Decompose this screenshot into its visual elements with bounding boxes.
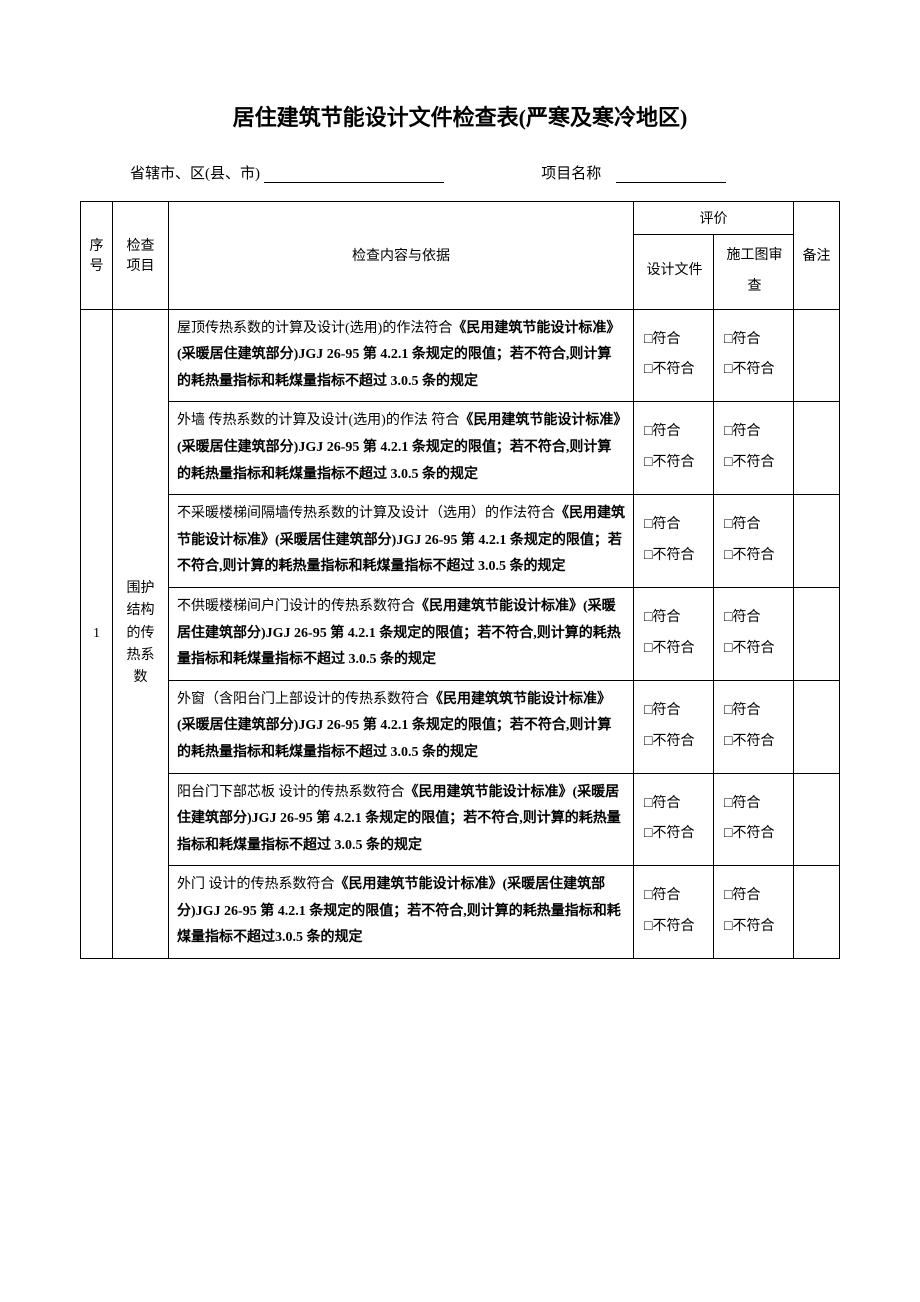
eval-review-cell: □符合□不符合	[714, 773, 794, 866]
eval-review-cell: □符合□不符合	[714, 402, 794, 495]
checkbox-conform[interactable]: □符合	[724, 510, 760, 541]
checkbox-not-conform[interactable]: □不符合	[644, 448, 694, 479]
content-text: 不采暖楼梯间隔墙传热系数的计算及设计（选用）的作法符合	[177, 506, 555, 521]
project-label: 项目名称	[541, 166, 601, 182]
checkbox-not-conform[interactable]: □不符合	[724, 634, 774, 665]
checkbox-not-conform[interactable]: □不符合	[644, 819, 694, 850]
th-eval-review: 施工图审查	[714, 235, 794, 310]
page-title: 居住建筑节能设计文件检查表(严寒及寒冷地区)	[80, 100, 840, 132]
checkbox-conform[interactable]: □符合	[644, 417, 680, 448]
th-eval: 评价	[634, 202, 794, 235]
table-row: 外门 设计的传热系数符合《民用建筑节能设计标准》(采暖居住建筑部分)JGJ 26…	[81, 866, 840, 959]
remark-cell	[794, 866, 840, 959]
checkbox-not-conform[interactable]: □不符合	[724, 355, 774, 386]
region-field[interactable]	[264, 165, 444, 183]
eval-review-cell: □符合□不符合	[714, 680, 794, 773]
remark-cell	[794, 309, 840, 402]
checkbox-conform[interactable]: □符合	[644, 881, 680, 912]
eval-review-cell: □符合□不符合	[714, 309, 794, 402]
checkbox-conform[interactable]: □符合	[724, 325, 760, 356]
content-cell: 屋顶传热系数的计算及设计(选用)的作法符合《民用建筑节能设计标准》(采暖居住建筑…	[169, 309, 634, 402]
content-text: 屋顶传热系数的计算及设计(选用)的作法符合	[177, 321, 452, 336]
checkbox-not-conform[interactable]: □不符合	[644, 355, 694, 386]
content-cell: 外窗（含阳台门上部设计的传热系数符合《民用建筑筑节能设计标准》(采暖居住建筑部分…	[169, 680, 634, 773]
content-text: 外窗（含阳台门上部设计的传热系数符合	[177, 692, 429, 707]
content-text: 阳台门下部芯板 设计的传热系数符合	[177, 785, 405, 800]
eval-design-cell: □符合□不符合	[634, 587, 714, 680]
table-row: 不供暖楼梯间户门设计的传热系数符合《民用建筑节能设计标准》(采暖居住建筑部分)J…	[81, 587, 840, 680]
header-line: 省辖市、区(县、市) 项目名称	[80, 162, 840, 183]
check-table: 序号 检查项目 检查内容与依据 评价 备注 设计文件 施工图审查 1围护结构的传…	[80, 201, 840, 959]
content-cell: 外墙 传热系数的计算及设计(选用)的作法 符合《民用建筑节能设计标准》(采暖居住…	[169, 402, 634, 495]
eval-design-cell: □符合□不符合	[634, 495, 714, 588]
content-text: 外门 设计的传热系数符合	[177, 877, 335, 892]
remark-cell	[794, 773, 840, 866]
checkbox-conform[interactable]: □符合	[724, 696, 760, 727]
eval-review-cell: □符合□不符合	[714, 866, 794, 959]
checkbox-not-conform[interactable]: □不符合	[644, 912, 694, 943]
region-label: 省辖市、区(县、市)	[130, 166, 260, 182]
table-row: 1围护结构的传热系数屋顶传热系数的计算及设计(选用)的作法符合《民用建筑节能设计…	[81, 309, 840, 402]
content-text: 外墙 传热系数的计算及设计(选用)的作法 符合	[177, 413, 459, 428]
checkbox-conform[interactable]: □符合	[644, 696, 680, 727]
checkbox-not-conform[interactable]: □不符合	[644, 727, 694, 758]
checkbox-conform[interactable]: □符合	[724, 603, 760, 634]
content-cell: 外门 设计的传热系数符合《民用建筑节能设计标准》(采暖居住建筑部分)JGJ 26…	[169, 866, 634, 959]
eval-design-cell: □符合□不符合	[634, 866, 714, 959]
checkbox-conform[interactable]: □符合	[724, 417, 760, 448]
eval-review-cell: □符合□不符合	[714, 587, 794, 680]
th-eval-design: 设计文件	[634, 235, 714, 310]
content-cell: 阳台门下部芯板 设计的传热系数符合《民用建筑节能设计标准》(采暖居住建筑部分)J…	[169, 773, 634, 866]
checkbox-not-conform[interactable]: □不符合	[724, 912, 774, 943]
item-cell: 围护结构的传热系数	[113, 309, 169, 958]
checkbox-not-conform[interactable]: □不符合	[724, 541, 774, 572]
checkbox-not-conform[interactable]: □不符合	[644, 634, 694, 665]
remark-cell	[794, 402, 840, 495]
remark-cell	[794, 680, 840, 773]
table-row: 不采暖楼梯间隔墙传热系数的计算及设计（选用）的作法符合《民用建筑节能设计标准》(…	[81, 495, 840, 588]
th-item: 检查项目	[113, 202, 169, 310]
remark-cell	[794, 495, 840, 588]
checkbox-conform[interactable]: □符合	[644, 603, 680, 634]
checkbox-not-conform[interactable]: □不符合	[724, 727, 774, 758]
project-field[interactable]	[616, 165, 726, 183]
remark-cell	[794, 587, 840, 680]
eval-review-cell: □符合□不符合	[714, 495, 794, 588]
eval-design-cell: □符合□不符合	[634, 680, 714, 773]
content-cell: 不供暖楼梯间户门设计的传热系数符合《民用建筑节能设计标准》(采暖居住建筑部分)J…	[169, 587, 634, 680]
content-text: 不供暖楼梯间户门设计的传热系数符合	[177, 599, 415, 614]
checkbox-not-conform[interactable]: □不符合	[644, 541, 694, 572]
th-content: 检查内容与依据	[169, 202, 634, 310]
content-cell: 不采暖楼梯间隔墙传热系数的计算及设计（选用）的作法符合《民用建筑节能设计标准》(…	[169, 495, 634, 588]
th-remark: 备注	[794, 202, 840, 310]
checkbox-not-conform[interactable]: □不符合	[724, 819, 774, 850]
table-row: 阳台门下部芯板 设计的传热系数符合《民用建筑节能设计标准》(采暖居住建筑部分)J…	[81, 773, 840, 866]
table-row: 外窗（含阳台门上部设计的传热系数符合《民用建筑筑节能设计标准》(采暖居住建筑部分…	[81, 680, 840, 773]
checkbox-conform[interactable]: □符合	[644, 789, 680, 820]
eval-design-cell: □符合□不符合	[634, 402, 714, 495]
checkbox-conform[interactable]: □符合	[644, 510, 680, 541]
eval-design-cell: □符合□不符合	[634, 773, 714, 866]
checkbox-conform[interactable]: □符合	[724, 881, 760, 912]
table-row: 外墙 传热系数的计算及设计(选用)的作法 符合《民用建筑节能设计标准》(采暖居住…	[81, 402, 840, 495]
eval-design-cell: □符合□不符合	[634, 309, 714, 402]
th-seq: 序号	[81, 202, 113, 310]
checkbox-not-conform[interactable]: □不符合	[724, 448, 774, 479]
seq-cell: 1	[81, 309, 113, 958]
checkbox-conform[interactable]: □符合	[724, 789, 760, 820]
checkbox-conform[interactable]: □符合	[644, 325, 680, 356]
